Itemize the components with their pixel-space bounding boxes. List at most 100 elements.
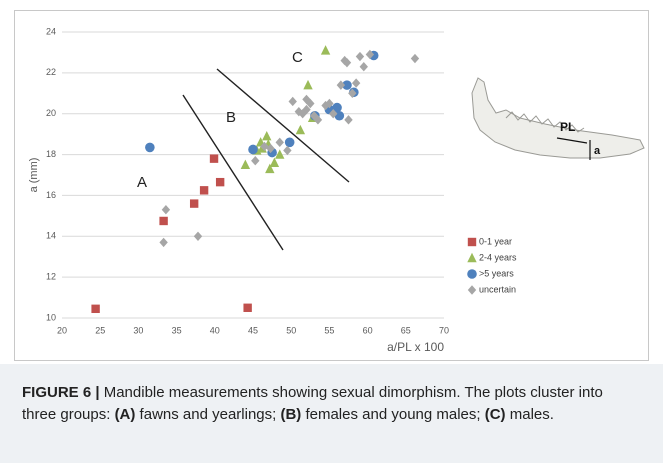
x-tick-label: 20 bbox=[57, 325, 67, 335]
caption-text: males. bbox=[505, 405, 554, 423]
marker-diamond bbox=[288, 96, 297, 107]
marker-diamond bbox=[266, 143, 275, 154]
marker-circle bbox=[467, 269, 477, 279]
teeth bbox=[505, 111, 585, 133]
x-axis-label: a/PL x 100 bbox=[387, 340, 444, 354]
caption-text: (B) bbox=[280, 405, 302, 423]
x-tick-label: 55 bbox=[324, 325, 334, 335]
x-tick-label: 35 bbox=[172, 325, 182, 335]
x-tick-label: 40 bbox=[210, 325, 220, 335]
marker-diamond bbox=[410, 53, 420, 64]
legend-label: >5 years bbox=[479, 268, 514, 278]
cluster-divider bbox=[216, 68, 350, 183]
legend-label: 0-1 year bbox=[479, 236, 512, 246]
y-tick-label: 12 bbox=[46, 272, 56, 282]
marker-triangle bbox=[275, 149, 285, 159]
legend: 0-1 year 2-4 years >5 years uncertain bbox=[467, 236, 517, 295]
marker-square bbox=[467, 237, 477, 247]
cluster-label: A bbox=[137, 174, 147, 191]
mandible-illustration: PL a bbox=[471, 77, 645, 160]
marker-square bbox=[159, 216, 168, 226]
legend-label: uncertain bbox=[479, 284, 516, 294]
y-tick-label: 10 bbox=[46, 312, 56, 322]
marker-diamond bbox=[329, 109, 338, 119]
marker-triangle bbox=[467, 252, 477, 263]
x-tick-label: 30 bbox=[133, 325, 143, 335]
cluster-divider bbox=[182, 94, 284, 251]
marker-circle bbox=[248, 144, 258, 155]
marker-triangle bbox=[295, 124, 306, 135]
plot-marks bbox=[91, 45, 420, 314]
marker-diamond bbox=[355, 51, 365, 62]
chart-frame bbox=[14, 10, 649, 361]
marker-diamond bbox=[336, 80, 346, 90]
marker-diamond bbox=[251, 156, 260, 166]
caption-text: Mandible measurements showing sexual dim… bbox=[22, 384, 603, 423]
marker-square bbox=[189, 199, 199, 208]
x-tick-label: 65 bbox=[401, 325, 411, 335]
marker-circle bbox=[342, 80, 352, 90]
marker-triangle bbox=[303, 79, 313, 90]
y-tick-label: 16 bbox=[46, 190, 56, 200]
marker-diamond bbox=[283, 145, 292, 156]
pl-label: PL bbox=[560, 120, 575, 134]
y-tick-label: 14 bbox=[46, 231, 56, 241]
marker-diamond bbox=[161, 205, 171, 215]
caption-text: females and young males; bbox=[301, 405, 485, 423]
marker-triangle bbox=[240, 159, 251, 169]
y-tick-label: 20 bbox=[46, 108, 56, 118]
y-tick-label: 24 bbox=[46, 26, 56, 36]
marker-diamond bbox=[306, 98, 315, 109]
y-tick-label: 22 bbox=[46, 67, 56, 77]
marker-square bbox=[91, 304, 100, 314]
x-tick-label: 70 bbox=[439, 325, 449, 335]
marker-diamond bbox=[294, 106, 304, 117]
marker-square bbox=[243, 303, 252, 312]
marker-diamond bbox=[193, 231, 203, 241]
marker-diamond bbox=[309, 111, 319, 121]
caption-text: FIGURE 6 | bbox=[22, 384, 100, 401]
pl-measure bbox=[556, 137, 588, 144]
x-tick-label: 60 bbox=[363, 325, 373, 335]
legend-label: 2-4 years bbox=[479, 252, 517, 262]
marker-triangle bbox=[265, 163, 275, 174]
marker-diamond bbox=[351, 78, 361, 88]
caption-text: fawns and yearlings; bbox=[135, 405, 281, 423]
marker-diamond bbox=[348, 88, 357, 98]
chart: 10 12 14 16 18 20 22 24 20 25 30 35 40 45 50 55 60 65 70 A… bbox=[14, 10, 649, 361]
marker-diamond bbox=[365, 49, 375, 60]
x-tick-label: 50 bbox=[286, 325, 296, 335]
y-axis-label: a (mm) bbox=[28, 158, 40, 193]
marker-square bbox=[199, 186, 209, 195]
marker-diamond bbox=[275, 137, 284, 148]
marker-diamond bbox=[325, 98, 334, 109]
marker-square bbox=[215, 177, 225, 187]
marker-circle bbox=[145, 142, 155, 153]
marker-diamond bbox=[302, 104, 311, 115]
marker-triangle bbox=[262, 130, 272, 141]
x-tick-label: 45 bbox=[248, 325, 258, 335]
mandible-shape bbox=[471, 77, 645, 159]
marker-diamond bbox=[159, 237, 168, 248]
caption-text: (A) bbox=[114, 405, 136, 423]
marker-circle bbox=[284, 137, 295, 148]
marker-diamond bbox=[467, 285, 477, 295]
marker-diamond bbox=[344, 115, 353, 125]
marker-triangle bbox=[320, 45, 331, 55]
a-label: a bbox=[594, 145, 601, 157]
marker-diamond bbox=[359, 62, 368, 72]
x-tick-label: 25 bbox=[95, 325, 105, 335]
caption-text: (C) bbox=[484, 405, 506, 423]
marker-triangle bbox=[269, 157, 280, 167]
cluster-label: B bbox=[226, 109, 236, 126]
marker-circle bbox=[332, 102, 342, 113]
grid: 10 12 14 16 18 20 22 24 20 25 30 35 40 45 50 55 60 65 70 bbox=[46, 26, 449, 335]
y-tick-label: 18 bbox=[46, 149, 56, 159]
marker-diamond bbox=[260, 141, 269, 152]
cluster-label: C bbox=[292, 49, 303, 66]
marker-square bbox=[209, 154, 219, 163]
marker-diamond bbox=[313, 115, 323, 125]
marker-diamond bbox=[342, 57, 352, 68]
figure-caption: FIGURE 6 | Mandible measurements showing… bbox=[0, 364, 663, 463]
